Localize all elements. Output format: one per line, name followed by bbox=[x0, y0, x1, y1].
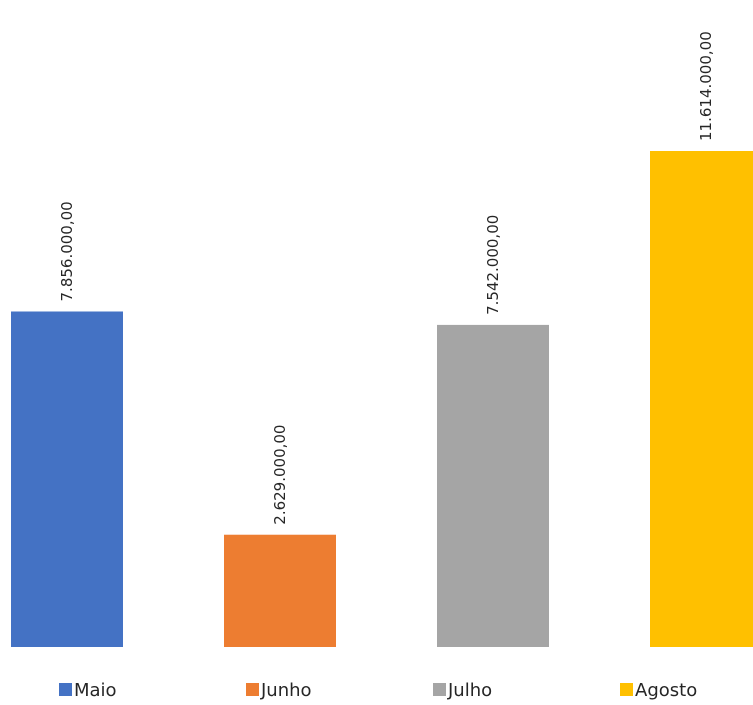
legend: Maio Junho Julho Agosto bbox=[59, 680, 697, 701]
legend-label-junho: Junho bbox=[260, 680, 312, 701]
legend-swatch-julho bbox=[433, 683, 446, 696]
data-label-julho: 7.542.000,00 bbox=[484, 215, 502, 315]
bar-agosto bbox=[650, 151, 753, 647]
data-label-agosto: 11.614.000,00 bbox=[697, 31, 715, 141]
bar-maio bbox=[11, 311, 123, 647]
bars-group bbox=[11, 151, 753, 647]
legend-label-agosto: Agosto bbox=[635, 680, 697, 701]
bar-julho bbox=[437, 324, 549, 647]
legend-swatch-junho bbox=[246, 683, 259, 696]
bar-junho bbox=[224, 534, 336, 647]
legend-swatch-maio bbox=[59, 683, 72, 696]
legend-label-julho: Julho bbox=[447, 680, 492, 701]
data-label-maio: 7.856.000,00 bbox=[58, 201, 76, 301]
data-label-junho: 2.629.000,00 bbox=[271, 425, 289, 525]
legend-label-maio: Maio bbox=[74, 680, 117, 701]
legend-swatch-agosto bbox=[620, 683, 633, 696]
data-labels-group: 7.856.000,00 2.629.000,00 7.542.000,00 11.6… bbox=[58, 31, 715, 524]
